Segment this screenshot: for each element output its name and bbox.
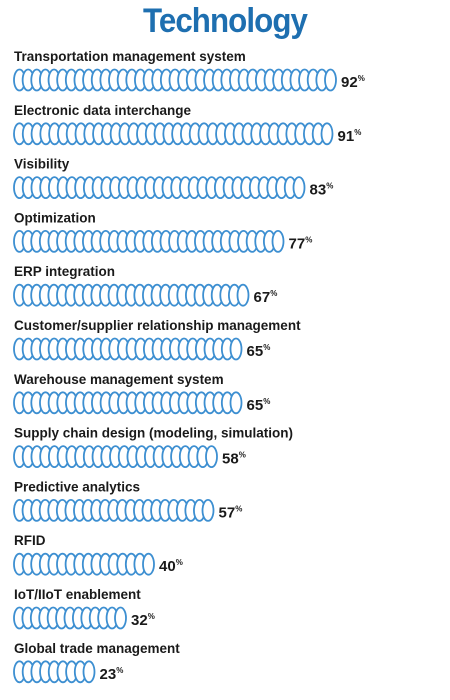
category-label: Visibility	[14, 157, 70, 172]
category-label: Optimization	[14, 210, 96, 225]
data-label: 77%	[289, 235, 313, 252]
data-label: 32%	[131, 612, 155, 629]
data-label: 57%	[219, 504, 243, 521]
data-label: 65%	[247, 397, 271, 414]
bar	[13, 552, 155, 576]
bar	[13, 283, 250, 307]
bar	[13, 660, 96, 684]
data-label: 67%	[254, 289, 278, 306]
chart-title: Technology	[142, 2, 308, 40]
bar	[13, 122, 334, 146]
category-label: Global trade management	[14, 641, 180, 656]
category-label: Electronic data interchange	[14, 103, 192, 118]
category-label: Customer/supplier relationship managemen…	[14, 318, 301, 333]
category-label: Predictive analytics	[14, 479, 140, 494]
data-label: 83%	[310, 182, 334, 199]
data-label: 92%	[341, 74, 365, 91]
data-label: 65%	[247, 343, 271, 360]
category-label: Supply chain design (modeling, simulatio…	[14, 426, 293, 441]
category-label: IoT/IIoT enablement	[14, 587, 141, 602]
bar	[13, 68, 337, 92]
data-label: 58%	[222, 451, 246, 468]
bar	[13, 606, 127, 630]
category-label: RFID	[14, 533, 46, 548]
bar	[13, 498, 215, 522]
category-label: Transportation management system	[14, 49, 246, 64]
bar	[13, 229, 285, 253]
bar	[13, 445, 218, 469]
bar	[13, 176, 306, 200]
category-label: Warehouse management system	[14, 372, 224, 387]
bar	[13, 391, 243, 415]
data-label: 40%	[159, 558, 183, 575]
category-label: ERP integration	[14, 264, 115, 279]
data-label: 23%	[100, 666, 124, 683]
data-label: 91%	[338, 128, 362, 145]
bar	[13, 337, 243, 361]
